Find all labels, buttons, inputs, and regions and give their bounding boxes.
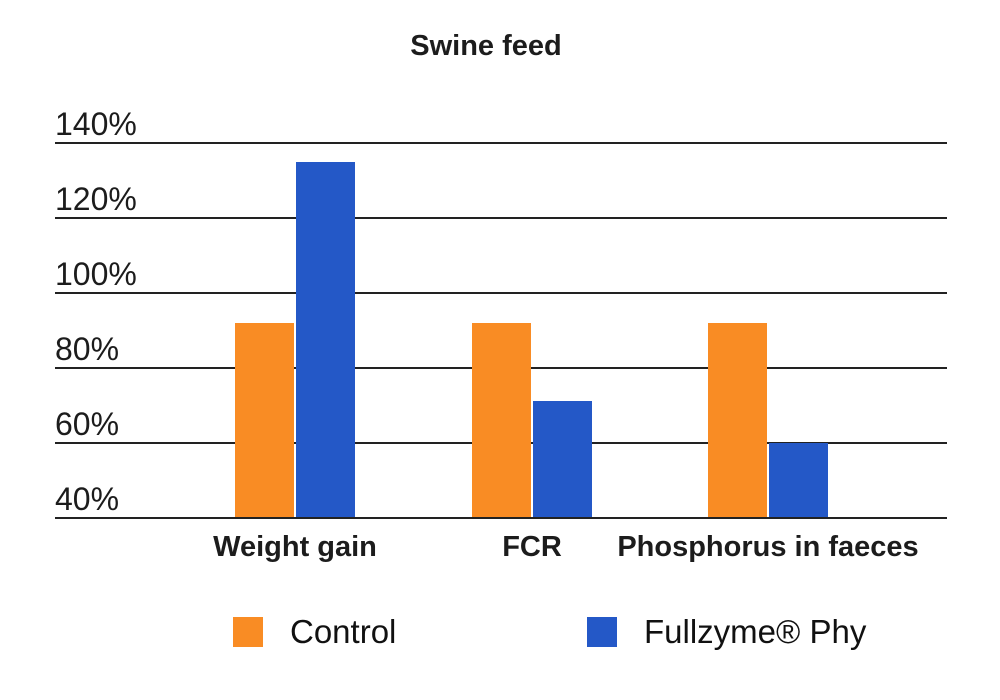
y-tick-label-40: 40%	[55, 480, 120, 517]
y-tick-label-60: 60%	[55, 405, 120, 442]
legend-label-fullzyme: Fullzyme® Phy	[644, 613, 867, 650]
bar-fullzyme-phy-fcr	[532, 401, 592, 518]
y-tick-label-120: 120%	[55, 180, 137, 217]
fullzyme-series-swatch	[587, 617, 617, 647]
control-series-swatch	[233, 617, 263, 647]
chart-title: Swine feed	[410, 30, 562, 62]
legend-label-control: Control	[290, 613, 397, 650]
legend-item-fullzyme: Fullzyme® Phy	[587, 613, 866, 651]
gridline-120	[55, 216, 947, 220]
gridline-100	[55, 291, 947, 294]
y-tick-label-80: 80%	[55, 330, 120, 367]
bar-control-weight-gain	[235, 322, 295, 518]
legend: Control Fullzyme® Phy	[0, 613, 1000, 651]
category-label-phosphorus-in-faeces: Phosphorus in faeces	[617, 531, 919, 563]
bar-control-fcr	[472, 322, 532, 518]
bar-control-phosphorus-in-faeces	[708, 322, 768, 518]
bar-fullzyme-phy-weight-gain	[295, 161, 355, 518]
y-tick-label-140: 140%	[55, 106, 137, 142]
legend-item-control: Control	[233, 613, 396, 651]
bar-fullzyme-phy-phosphorus-in-faeces	[768, 442, 828, 518]
category-label-fcr: FCR	[502, 531, 562, 563]
category-label-weight-gain: Weight gain	[213, 531, 377, 563]
gridline-40	[55, 516, 947, 519]
y-tick-label-100: 100%	[55, 255, 137, 292]
gridline-140	[55, 142, 947, 145]
